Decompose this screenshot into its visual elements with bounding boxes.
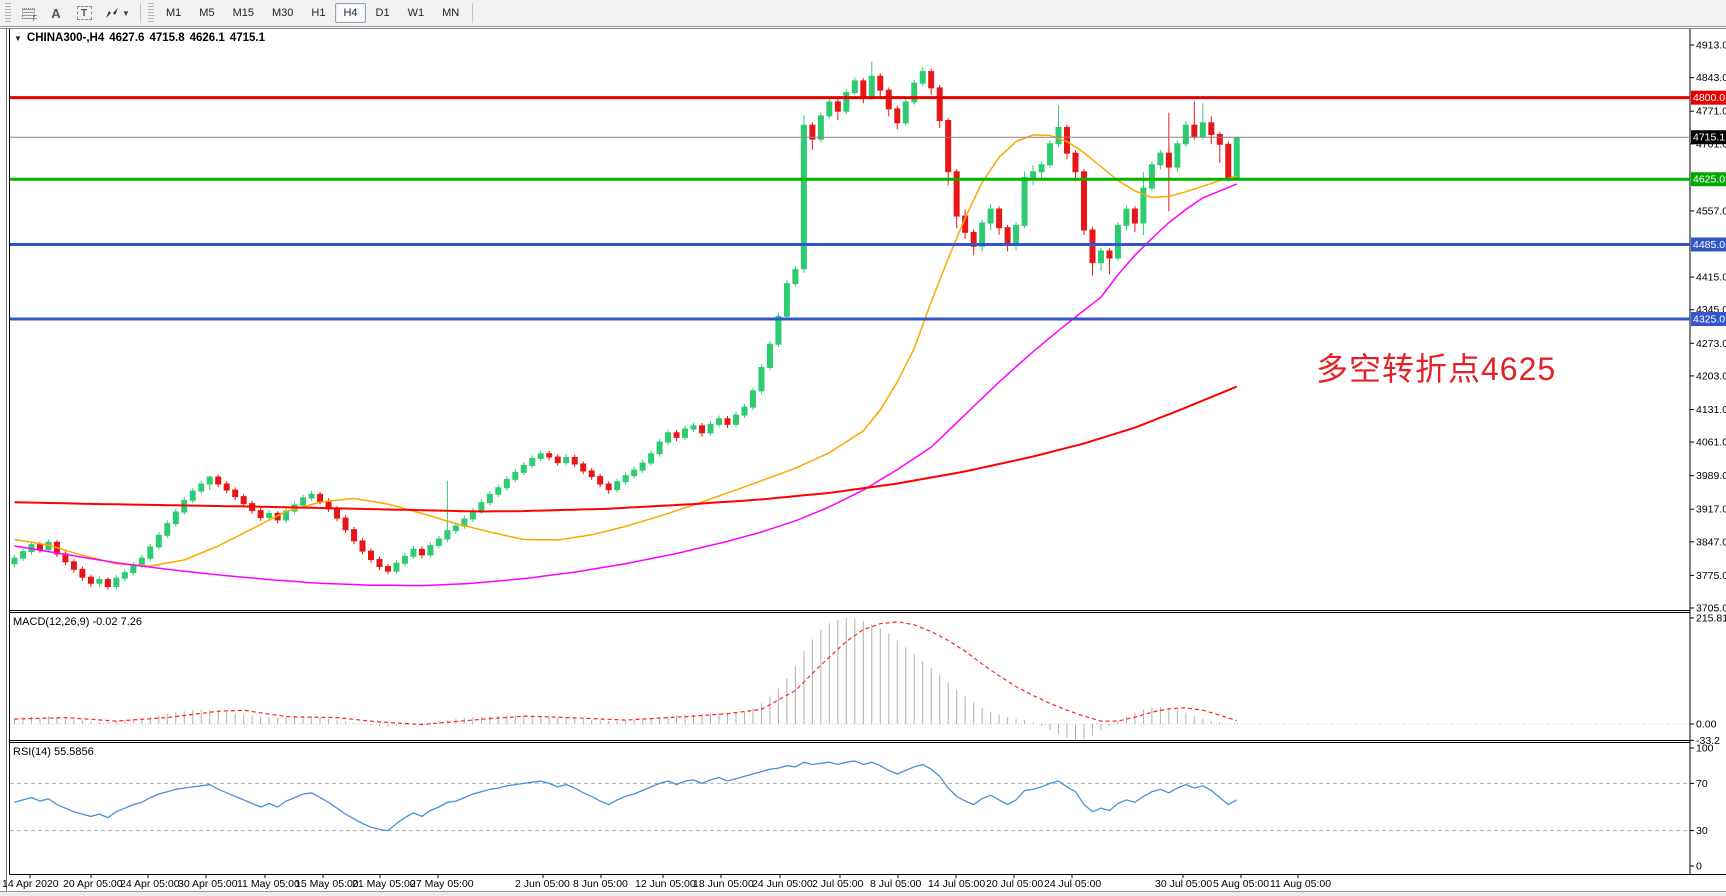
diagonal-style-icon[interactable]: ▼ <box>99 2 135 24</box>
svg-text:0: 0 <box>1696 861 1702 873</box>
svg-text:4485.0: 4485.0 <box>1693 239 1725 251</box>
svg-text:3775.0: 3775.0 <box>1696 570 1726 582</box>
tf-button-h1[interactable]: H1 <box>311 7 326 19</box>
svg-text:4625.0: 4625.0 <box>1693 174 1725 186</box>
tf-button-m1[interactable]: M1 <box>166 7 182 19</box>
svg-text:30 Apr 05:00: 30 Apr 05:00 <box>178 878 238 890</box>
svg-text:18 Jun 05:00: 18 Jun 05:00 <box>693 878 754 890</box>
text-a-icon[interactable]: A <box>43 2 69 24</box>
svg-text:4203.0: 4203.0 <box>1696 370 1726 382</box>
svg-text:21 May 05:00: 21 May 05:00 <box>352 878 416 890</box>
svg-text:3847.0: 3847.0 <box>1696 536 1726 548</box>
svg-text:-33.2: -33.2 <box>1696 735 1720 747</box>
text-box-icon[interactable]: T <box>71 2 97 24</box>
svg-text:4913.0: 4913.0 <box>1696 40 1726 52</box>
svg-text:24 Apr 05:00: 24 Apr 05:00 <box>120 878 180 890</box>
svg-text:27 May 05:00: 27 May 05:00 <box>410 878 474 890</box>
ohlc-open: 4627.6 <box>109 32 145 44</box>
svg-text:4273.0: 4273.0 <box>1696 338 1726 350</box>
svg-text:0.00: 0.00 <box>1696 719 1717 731</box>
svg-text:11 May 05:00: 11 May 05:00 <box>237 878 300 890</box>
symbol-timeframe-label: CHINA300-,H4 <box>26 32 105 44</box>
svg-text:20 Jul 05:00: 20 Jul 05:00 <box>986 878 1043 890</box>
tf-button-mn[interactable]: MN <box>442 7 460 19</box>
svg-text:5 Aug 05:00: 5 Aug 05:00 <box>1213 878 1269 890</box>
rsi-indicator-label: RSI(14) 55.5856 <box>13 746 94 758</box>
svg-text:8 Jun 05:00: 8 Jun 05:00 <box>573 878 628 890</box>
svg-text:14 Apr 2020: 14 Apr 2020 <box>2 878 59 890</box>
tf-button-w1[interactable]: W1 <box>407 7 425 19</box>
tf-button-d1[interactable]: D1 <box>375 7 390 19</box>
svg-text:3989.0: 3989.0 <box>1696 470 1726 482</box>
toolbar-separator <box>140 3 141 23</box>
svg-text:4415.0: 4415.0 <box>1696 272 1726 284</box>
svg-text:20 Apr 05:00: 20 Apr 05:00 <box>63 878 123 890</box>
svg-text:4771.0: 4771.0 <box>1696 106 1726 118</box>
dot-grid-glyph: F <box>21 7 38 23</box>
svg-text:4131.0: 4131.0 <box>1696 404 1726 416</box>
svg-text:70: 70 <box>1696 778 1708 790</box>
svg-text:3917.0: 3917.0 <box>1696 504 1726 516</box>
text-box-glyph: T <box>76 6 92 20</box>
svg-text:4557.0: 4557.0 <box>1696 205 1726 217</box>
svg-text:2 Jul 05:00: 2 Jul 05:00 <box>812 878 864 890</box>
text-a-label: A <box>51 5 61 21</box>
diagonal-arrows-glyph <box>104 6 120 20</box>
svg-text:4061.0: 4061.0 <box>1696 437 1726 449</box>
tf-button-h4[interactable]: H4 <box>335 3 366 23</box>
toolbar: F A T ▼ M1 M5 M15 M30 H1 H4 D1 W1 MN <box>0 0 1726 27</box>
chart-title[interactable]: ▼ CHINA300-,H4 4627.6 4715.8 4626.1 4715… <box>14 32 265 44</box>
svg-text:30: 30 <box>1696 825 1708 837</box>
tf-button-m30[interactable]: M30 <box>271 7 294 19</box>
svg-text:12 Jun 05:00: 12 Jun 05:00 <box>635 878 696 890</box>
tf-button-m5[interactable]: M5 <box>199 7 215 19</box>
ohlc-close: 4715.1 <box>229 32 265 44</box>
svg-text:4800.0: 4800.0 <box>1693 92 1725 104</box>
ohlc-high: 4715.8 <box>149 32 185 44</box>
toolbar-separator-2 <box>472 3 474 23</box>
svg-text:100: 100 <box>1696 743 1714 755</box>
svg-text:8 Jul 05:00: 8 Jul 05:00 <box>870 878 922 890</box>
svg-text:24 Jun 05:00: 24 Jun 05:00 <box>752 878 813 890</box>
svg-text:30 Jul 05:00: 30 Jul 05:00 <box>1155 878 1212 890</box>
annotation-text: 多空转折点4625 <box>1316 351 1557 387</box>
svg-text:4325.0: 4325.0 <box>1693 314 1725 326</box>
svg-text:24 Jul 05:00: 24 Jul 05:00 <box>1044 878 1101 890</box>
dot-grid-f-icon[interactable]: F <box>15 2 41 24</box>
dot-grid-f-label: F <box>32 13 38 23</box>
svg-text:15 May 05:00: 15 May 05:00 <box>295 878 359 890</box>
svg-text:3705.0: 3705.0 <box>1696 603 1726 615</box>
toolbar-drag-handle[interactable] <box>5 3 11 23</box>
svg-text:4843.0: 4843.0 <box>1696 72 1726 84</box>
ohlc-low: 4626.1 <box>189 32 225 44</box>
svg-text:11 Aug 05:00: 11 Aug 05:00 <box>1270 878 1331 890</box>
svg-text:2 Jun 05:00: 2 Jun 05:00 <box>515 878 570 890</box>
dropdown-caret-icon[interactable]: ▼ <box>122 8 130 18</box>
text-box-label: T <box>80 7 88 19</box>
svg-text:14 Jul 05:00: 14 Jul 05:00 <box>928 878 985 890</box>
tf-button-m15[interactable]: M15 <box>232 7 254 19</box>
svg-text:4715.1: 4715.1 <box>1693 132 1725 144</box>
macd-indicator-label: MACD(12,26,9) -0.02 7.26 <box>13 616 143 628</box>
collapse-triangle-icon[interactable]: ▼ <box>14 33 22 43</box>
toolbar-drag-handle-2[interactable] <box>148 3 154 23</box>
svg-text:215.81: 215.81 <box>1696 612 1726 624</box>
